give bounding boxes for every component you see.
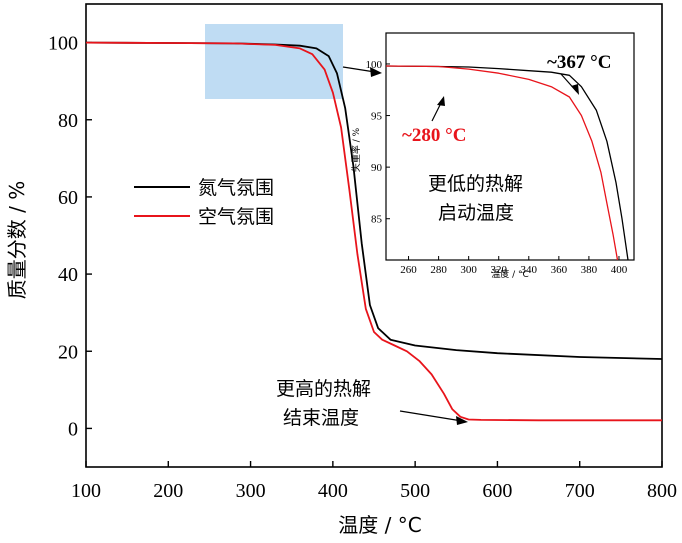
inset-y-tick-label: 100 xyxy=(366,59,383,71)
inset-x-tick-label: 320 xyxy=(490,264,507,276)
main-y-tick-label: 20 xyxy=(58,341,78,363)
annotation-end-line1: 更高的热解 xyxy=(276,378,371,400)
inset-y-tick-label: 95 xyxy=(371,111,383,123)
inset-x-tick-label: 280 xyxy=(430,264,447,276)
main-series-line-air xyxy=(85,41,662,422)
inset-ticks: 260 280 300 320 340 360 380 400 85 90 95 100 xyxy=(366,59,628,276)
inset-arrowhead-nitrogen xyxy=(571,84,579,95)
main-x-tick-label: 700 xyxy=(565,480,595,502)
inset-series-line-nitrogen xyxy=(385,65,629,261)
legend-label-air: 空气氛围 xyxy=(198,206,274,228)
main-y-tick-label: 80 xyxy=(58,110,78,132)
inset-x-tick-label: 300 xyxy=(460,264,477,276)
main-x-tick-label: 100 xyxy=(71,480,101,502)
x-axis-title: 温度 / °C xyxy=(338,513,421,537)
main-x-tick-label: 400 xyxy=(318,480,348,502)
inset-plot-frame xyxy=(385,32,635,261)
y-axis-title: 质量分数 / % xyxy=(5,181,29,299)
inset-temp-label-nitrogen: ~367 °C xyxy=(547,52,611,73)
main-x-tick-label: 600 xyxy=(482,480,512,502)
annotation-end-arrowhead xyxy=(456,416,468,425)
zoom-highlight-box xyxy=(205,24,343,99)
main-y-tick-label: 40 xyxy=(58,264,78,286)
inset-y-tick-label: 90 xyxy=(371,162,383,174)
inset-temp-label-air: ~280 °C xyxy=(402,125,466,146)
main-x-tick-label: 300 xyxy=(236,480,266,502)
inset-x-tick-label: 340 xyxy=(521,264,538,276)
zoom-arrowhead xyxy=(370,67,382,77)
main-y-tick-label: 100 xyxy=(48,33,78,55)
inset-x-axis-title: 温度 / °C xyxy=(491,268,529,280)
inset-series-line-air xyxy=(385,65,619,261)
inset-series xyxy=(385,65,629,261)
inset-annotation-line1: 更低的热解 xyxy=(428,173,523,195)
inset-y-tick-label: 85 xyxy=(371,214,383,226)
main-ticks: 100 200 300 400 500 600 700 800 0 20 40 60 80 100 xyxy=(48,33,677,502)
legend-label-nitrogen: 氮气氛围 xyxy=(198,177,274,199)
main-plot-frame xyxy=(85,3,663,468)
annotation-end-line2: 结束温度 xyxy=(283,407,359,429)
main-x-tick-label: 800 xyxy=(647,480,677,502)
inset-arrowhead-air xyxy=(437,96,445,106)
inset-y-axis-title: 失重率 / % xyxy=(350,127,362,172)
inset-annotation-line2: 启动温度 xyxy=(438,202,514,224)
inset-x-tick-label: 400 xyxy=(611,264,628,276)
main-series xyxy=(85,41,663,422)
inset-x-tick-label: 360 xyxy=(551,264,568,276)
main-y-tick-label: 0 xyxy=(68,418,78,440)
inset-x-tick-label: 260 xyxy=(400,264,417,276)
main-x-tick-label: 500 xyxy=(400,480,430,502)
main-x-tick-label: 200 xyxy=(153,480,183,502)
main-y-tick-label: 60 xyxy=(58,187,78,209)
inset-x-tick-label: 380 xyxy=(581,264,598,276)
annotation-end-arrow xyxy=(399,410,463,422)
zoom-arrow xyxy=(342,66,376,73)
